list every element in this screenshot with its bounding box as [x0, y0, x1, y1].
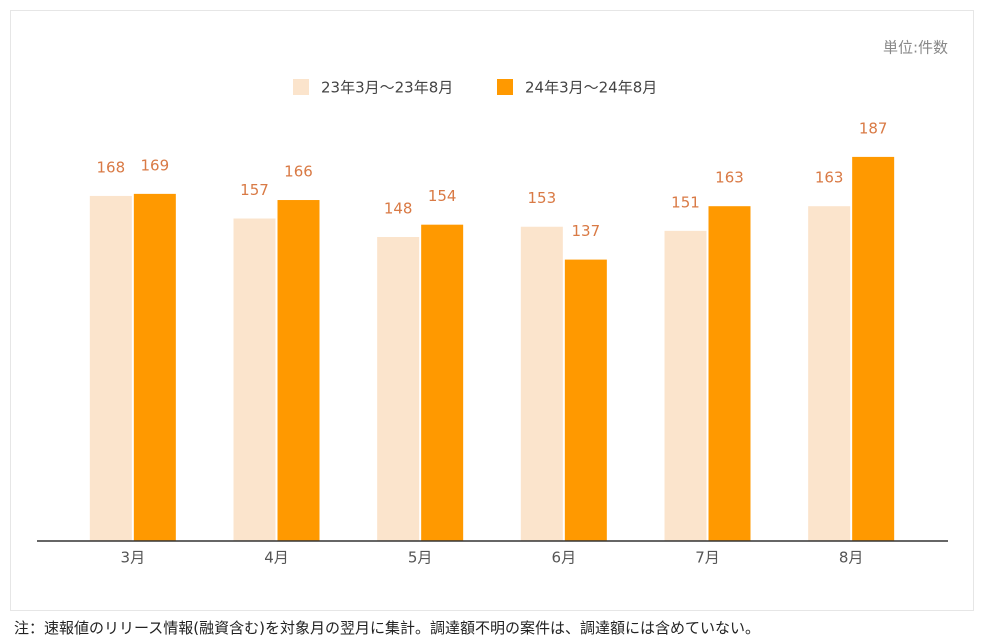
- value-label: 168: [97, 158, 126, 176]
- bar: [277, 200, 320, 541]
- footnote: 注：速報値のリリース情報(融資含む)を対象月の翌月に集計。調達額不明の案件は、調…: [14, 619, 760, 637]
- x-tick-label: 8月: [839, 549, 864, 567]
- value-label: 169: [141, 156, 170, 174]
- bar: [664, 230, 707, 541]
- bar: [421, 224, 464, 541]
- value-label: 148: [384, 200, 413, 218]
- value-label: 166: [284, 163, 313, 181]
- x-tick-label: 7月: [695, 549, 720, 567]
- x-tick-label: 6月: [552, 549, 577, 567]
- value-label: 137: [572, 222, 601, 240]
- value-label: 151: [671, 193, 700, 211]
- x-tick-label: 5月: [408, 549, 433, 567]
- x-tick-label: 3月: [121, 549, 146, 567]
- legend-label: 24年3月～24年8月: [525, 79, 657, 97]
- bar: [233, 218, 276, 541]
- value-label: 163: [815, 169, 844, 187]
- bar: [377, 237, 420, 541]
- bar: [89, 195, 132, 542]
- legend-label: 23年3月～23年8月: [321, 79, 453, 97]
- bar: [520, 226, 563, 541]
- bar: [852, 156, 895, 542]
- value-label: 187: [859, 119, 888, 137]
- legend-swatch: [293, 79, 309, 95]
- bar: [808, 206, 851, 541]
- bar: [708, 206, 751, 541]
- x-tick-label: 4月: [264, 549, 289, 567]
- value-label: 153: [528, 189, 557, 207]
- bar: [133, 193, 176, 541]
- bar: [564, 259, 607, 541]
- value-label: 157: [240, 181, 269, 199]
- value-label: 154: [428, 187, 457, 205]
- value-label: 163: [715, 169, 744, 187]
- legend-swatch: [497, 79, 513, 95]
- chart-frame: [10, 10, 974, 611]
- unit-label: 単位:件数: [883, 39, 948, 57]
